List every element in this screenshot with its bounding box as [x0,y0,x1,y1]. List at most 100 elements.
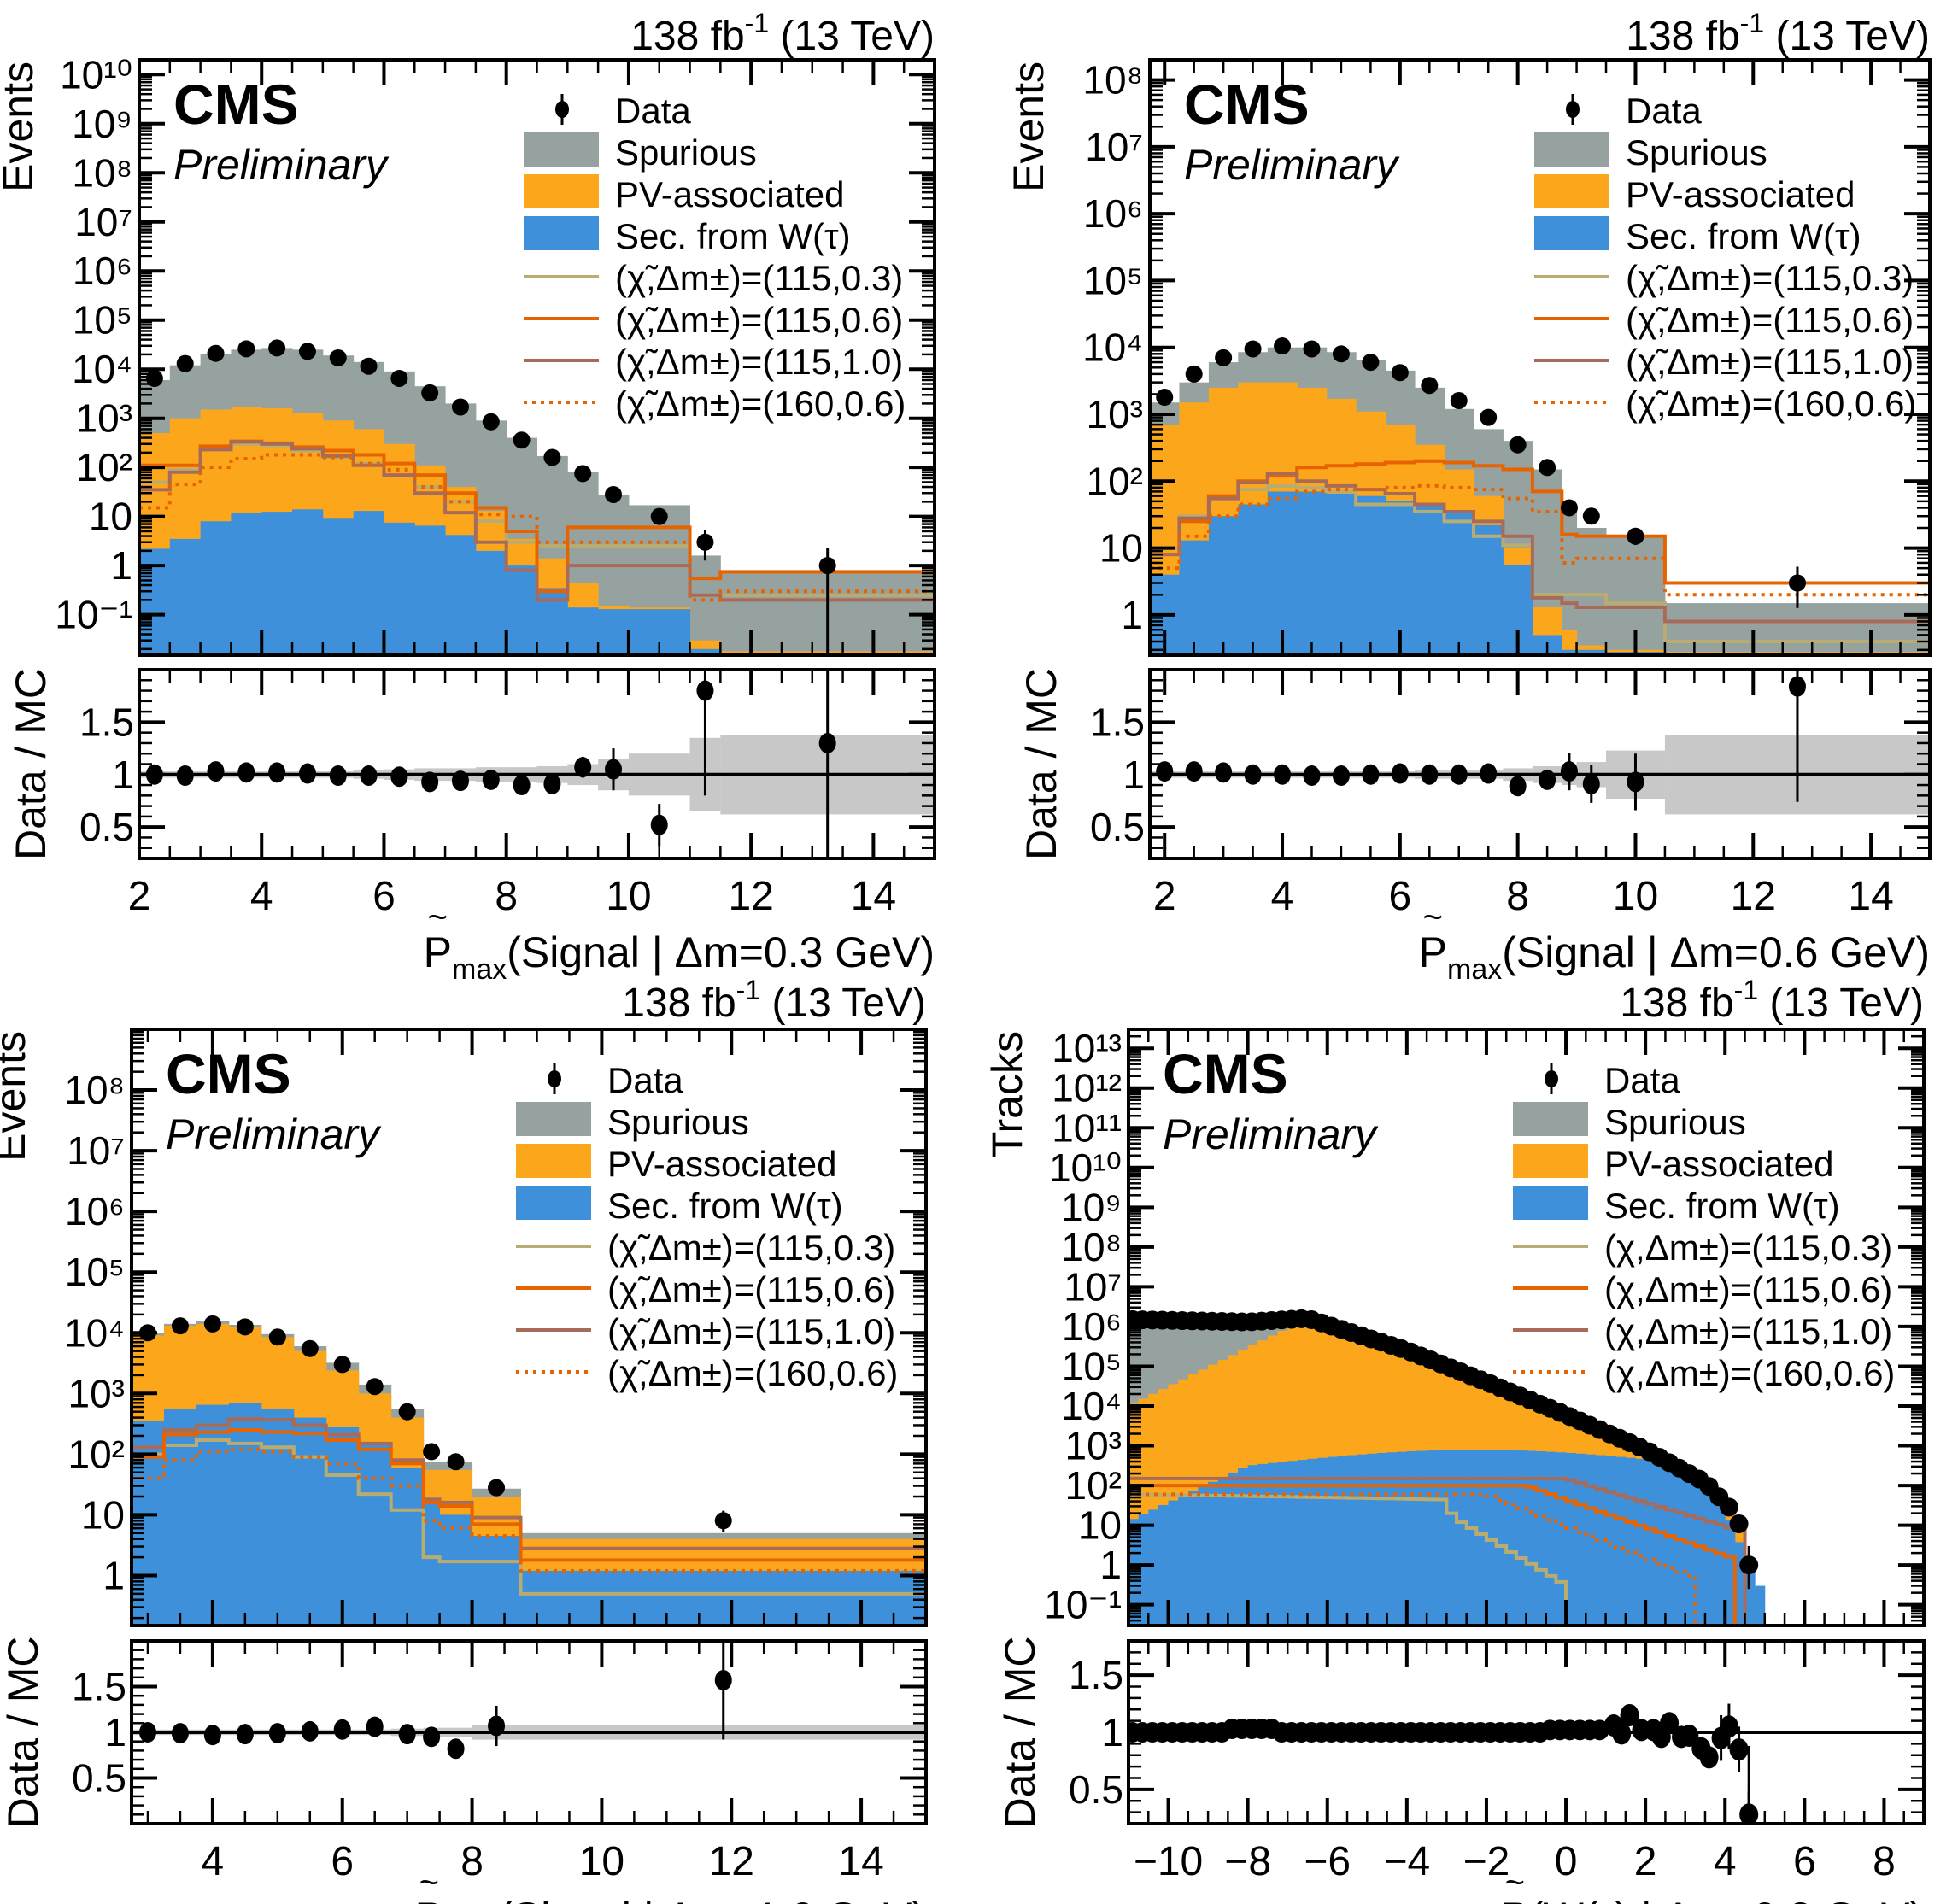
bar-sec [1158,1504,1170,1626]
x-tick-label: 8 [495,874,518,919]
legend-label-sec: Sec. from W(τ) [615,216,851,256]
y-tick-label: 10² [1087,459,1143,503]
main-frame [130,1028,928,1627]
data-point [513,431,531,449]
y-axis-label: Events [0,1031,34,1162]
x-tick-label: 8 [1506,874,1529,919]
bar-secfromw [689,648,721,655]
ratio-plot [132,1641,926,1760]
x-tick-label: 10 [579,1839,624,1884]
ratio-y-tick-label: 0.5 [72,1756,126,1801]
x-axis-label: P(W(τ) | Δm=0.3 GeV) [1501,1894,1924,1904]
bar-sec [1228,1472,1239,1626]
bar-secfromw [1238,504,1269,655]
ratio-y-axis-label: Data / MC [7,668,55,860]
bar-sec [1198,1486,1209,1626]
bar-sec [1178,1496,1189,1626]
bar-sec [1297,1459,1308,1626]
legend-label-sig2: (χ̃,Δm±)=(115,0.6) [1626,300,1914,340]
bar-secfromw [475,550,507,655]
data-point [1391,364,1409,382]
y-tick-label: 10¹¹ [1052,1105,1122,1150]
chart-panel-2: 1 10 10² 10³ 10⁴ 10⁵ 10⁶ 10⁷ 10⁸ 0.5 1 1.5 2 4 6 8 10 12 1… [1005,8,1932,986]
ratio-plot [1150,670,1930,815]
ratio-point [1620,1703,1639,1726]
y-tick-label: 10⁷ [1085,125,1143,169]
main-plot [1128,1309,1766,1626]
bar-sec [1337,1456,1348,1626]
y-tick-label: 10⁷ [1064,1264,1122,1309]
bar-sec [1605,1456,1616,1626]
bar-secfromw [1297,491,1328,655]
ratio-plot [1128,1703,1924,1824]
legend-swatch-pv [516,1144,591,1178]
bar-secfromw [423,1501,441,1626]
bar-sec [1685,1474,1696,1626]
x-tick-label: 14 [851,874,896,919]
cms-label: CMS [1163,1042,1288,1105]
ratio-point [237,762,255,783]
bar-secfromw [445,535,477,655]
data-point [1303,340,1321,358]
signal-line-11510 [1128,1476,1747,1626]
legend-label-sig3: (χ̃,Δm±)=(115,1.0) [615,342,903,382]
legend-swatch-sec [1534,216,1609,250]
bar-secfromw [390,1468,425,1626]
bar-sec [1655,1461,1666,1626]
ratio-point [447,1738,465,1760]
data-point [696,533,714,551]
bar-secfromw [1385,501,1416,655]
x-tick-label: 2 [1634,1839,1657,1884]
x-tick-label: −2 [1463,1839,1510,1884]
ratio-point [171,1723,189,1744]
ratio-point [1450,764,1468,785]
signal-line-16006 [139,453,935,602]
x-axis-label-rest: (Signal | Δm=1.0 GeV) [498,1894,926,1904]
legend-swatch-pv [524,174,599,208]
energy-label: (13 TeV) [760,981,926,1026]
y-tick-label: 1 [1121,593,1143,637]
legend-label-sig1: (χ̃,Δm±)=(115,0.3) [607,1227,895,1268]
legend-label-sig3: (χ̃,Δm±)=(115,1.0) [1626,342,1914,382]
legend-swatch-pv [1513,1144,1588,1178]
bar-secfromw [506,565,537,655]
bar-sec [1704,1487,1716,1626]
y-tick-label: 10² [68,1432,125,1476]
ratio-point [1303,765,1321,787]
bar-sec [1347,1455,1358,1626]
ratio-point [366,1716,384,1737]
legend-swatch-spurious [1534,132,1609,167]
bar-secfromw [358,1443,392,1626]
data-point [176,354,194,372]
data-point [301,1339,319,1357]
ratio-point [390,766,408,788]
ratio-point [1215,762,1233,783]
tilde-mark: ~ [1505,1864,1525,1901]
bar-sec [1187,1491,1199,1626]
y-tick-label: 10³ [1087,392,1143,436]
chart-panel-4: 10⁻¹11010²10³10⁴10⁵10⁶10⁷10⁸10⁹10¹⁰10¹¹1… [983,975,1926,1904]
x-tick-label: 2 [1153,874,1176,919]
y-tick-label: 10 [81,1492,125,1537]
x-axis-label-rest: (W(τ) | Δm=0.3 GeV) [1529,1894,1924,1904]
y-tick-label: 10⁸ [72,150,132,195]
data-point [605,485,623,503]
x-tick-label: 4 [1271,874,1294,919]
bar-sec [1615,1456,1627,1626]
ratio-point [650,814,668,835]
bar-sec [1457,1450,1468,1626]
legend-data-marker [1566,101,1580,118]
bar-sec [1675,1468,1686,1626]
bar-secfromw [163,1409,197,1626]
ratio-y-tick-label: 0.5 [1069,1767,1123,1812]
x-tick-label: 4 [1714,1839,1737,1884]
x-tick-label: 12 [1731,874,1776,919]
data-point [398,1403,416,1421]
bar-sec [1755,1585,1766,1626]
bar-sec [1376,1452,1388,1626]
ratio-point [488,1715,506,1737]
legend-label-sig1_plain: (χ,Δm±)=(115,0.3) [1604,1227,1892,1268]
legend-label-sig4: (χ̃,Δm±)=(160,0.6) [615,384,906,424]
ratio-y-tick-label: 1 [1101,1710,1123,1755]
y-tick-label: 10 [89,495,132,539]
